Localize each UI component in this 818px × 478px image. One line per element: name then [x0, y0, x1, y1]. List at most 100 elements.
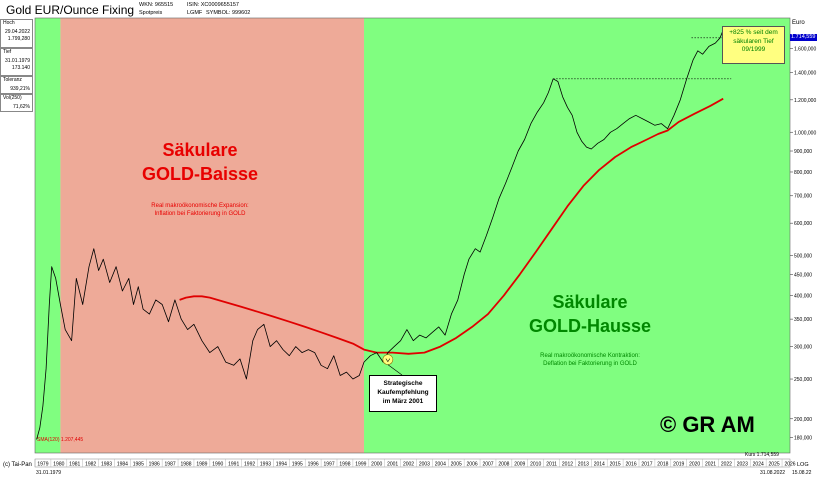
x-tick-label: 1988 [180, 462, 191, 468]
buy-signal-marker [382, 354, 394, 365]
footer-left: (c) Tai-Pan [3, 462, 32, 468]
x-tick-label: 2014 [594, 462, 605, 468]
callout-line-3: im März 2001 [382, 398, 424, 405]
footer-end-date: 31.08.2022 [760, 470, 786, 476]
x-tick-label: 2008 [498, 462, 509, 468]
wkn-label: WKN: 965515 [139, 2, 174, 8]
y-tick-label: 700,000 [794, 194, 812, 200]
y-tick-label: 450,000 [794, 272, 812, 278]
bear-note-1: Real makroökonomische Expansion: [151, 203, 249, 209]
hoch-label: Hoch [3, 20, 15, 26]
y-tick-label: 200,000 [794, 417, 812, 423]
x-tick-label: 2003 [419, 462, 430, 468]
x-tick-label: 2020 [689, 462, 700, 468]
gain-line-2: säkularen Tief [733, 37, 774, 45]
bull-note-2: Deflation bei Faktorierung in GOLD [543, 361, 637, 367]
x-tick-label: 1979 [37, 462, 48, 468]
x-tick-label: 1989 [196, 462, 207, 468]
x-tick-label: 1990 [212, 462, 223, 468]
y-tick-label: 250,000 [794, 377, 812, 383]
bear-note-2: Inflation bei Faktorierung in GOLD [154, 211, 246, 217]
x-tick-label: 2000 [371, 462, 382, 468]
x-tick-label: 2015 [610, 462, 621, 468]
tief-label: Tief [3, 49, 12, 55]
x-tick-label: 1997 [323, 462, 334, 468]
y-tick-label: 1.000,000 [794, 130, 816, 136]
vol-value: 71,62% [13, 103, 30, 110]
x-tick-label: 2017 [641, 462, 652, 468]
x-tick-label: 1986 [149, 462, 160, 468]
callout-line-2: Kaufempfehlung [377, 389, 429, 396]
x-tick-label: 2011 [546, 462, 557, 468]
sma-legend: SMA(120) 1.207,445 [37, 437, 84, 443]
bull-note-1: Real makroökonomische Kontraktion: [540, 353, 640, 359]
zone-bear-1 [60, 18, 365, 453]
footer-log: LOG [797, 462, 809, 468]
gain-line-1: +825 % seit dem [729, 29, 778, 36]
x-tick-label: 2012 [562, 462, 573, 468]
y-tick-label: 600,000 [794, 221, 812, 227]
x-tick-label: 2018 [657, 462, 668, 468]
x-tick-label: 1995 [292, 462, 303, 468]
x-tick-label: 2009 [514, 462, 525, 468]
x-tick-label: 1992 [244, 462, 255, 468]
x-tick-label: 2010 [530, 462, 541, 468]
bear-title-1: Säkulare [162, 140, 238, 160]
x-tick-label: 2021 [705, 462, 716, 468]
footer-start-date: 31.01.1979 [36, 470, 62, 476]
stats-hoch: Hoch 29.04.2022 1.799,280 [0, 19, 33, 48]
y-tick-label: 500,000 [794, 254, 812, 260]
y-tick-label: 180,000 [794, 436, 812, 442]
stats-tief: Tief 31.01.1979 173.140 [0, 48, 33, 76]
gain-line-3: 09/1999 [741, 46, 766, 53]
gain-box: +825 % seit dem säkularen Tief 09/1999 [722, 26, 785, 64]
copyright-label: © GR AM [660, 412, 755, 437]
x-tick-label: 2006 [467, 462, 478, 468]
x-tick-label: 1981 [69, 462, 80, 468]
isin-label: ISIN: XC0009655157 [187, 2, 239, 8]
x-tick-label: 2004 [435, 462, 446, 468]
currency-label: Euro [792, 20, 805, 26]
gold-price-line [36, 28, 729, 440]
x-tick-label: 2026 [784, 462, 795, 468]
x-tick-label: 1980 [53, 462, 64, 468]
buy-signal-check [385, 358, 391, 363]
callout-pointer [387, 364, 403, 376]
x-tick-label: 1996 [308, 462, 319, 468]
zone-bull-0 [35, 18, 61, 453]
x-tick-label: 2019 [673, 462, 684, 468]
tief-date: 31.01.1979 [4, 57, 30, 64]
x-tick-label: 1982 [85, 462, 96, 468]
kurs-legend: Kurs 1.714,559 [745, 452, 779, 458]
toleranz-label: Toleranz [3, 77, 22, 83]
x-tick-label: 1987 [165, 462, 176, 468]
x-tick-label: 2024 [753, 462, 764, 468]
y-tick-label: 1.600,000 [794, 47, 816, 53]
tief-value: 173.140 [11, 65, 30, 71]
price-marker: 1.714,559 [790, 34, 817, 41]
sma-120-line [179, 97, 724, 355]
x-tick-label: 2023 [737, 462, 748, 468]
x-tick-label: 2025 [769, 462, 780, 468]
hoch-value: 1.799,280 [7, 36, 30, 42]
y-tick-label: 400,000 [794, 293, 812, 299]
x-tick-label: 2002 [403, 462, 414, 468]
x-tick-label: 1991 [228, 462, 239, 468]
symbol-label: SYMBOL: 999602 [206, 10, 251, 16]
x-tick-label: 1999 [355, 462, 366, 468]
callout-box: Strategische Kaufempfehlung im März 2001 [369, 375, 437, 412]
callout-line-1: Strategische [383, 380, 423, 387]
x-tick-label: 1985 [133, 462, 144, 468]
y-tick-label: 800,000 [794, 170, 812, 176]
plot-frame [34, 17, 791, 454]
y-tick-label: 1.200,000 [794, 98, 816, 104]
x-tick-label: 2022 [721, 462, 732, 468]
y-tick-label: 900,000 [794, 149, 812, 155]
bear-title-2: GOLD-Baisse [141, 164, 259, 184]
stats-vol: Vol(250) 71,62% [0, 94, 33, 112]
bull-title-1: Säkulare [552, 292, 628, 312]
x-tick-label: 1984 [117, 462, 128, 468]
footer-date2: 15.08.22 [792, 470, 812, 476]
y-tick-label: 1.400,000 [794, 70, 816, 76]
